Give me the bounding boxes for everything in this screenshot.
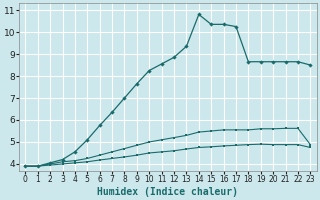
X-axis label: Humidex (Indice chaleur): Humidex (Indice chaleur)	[97, 186, 238, 197]
